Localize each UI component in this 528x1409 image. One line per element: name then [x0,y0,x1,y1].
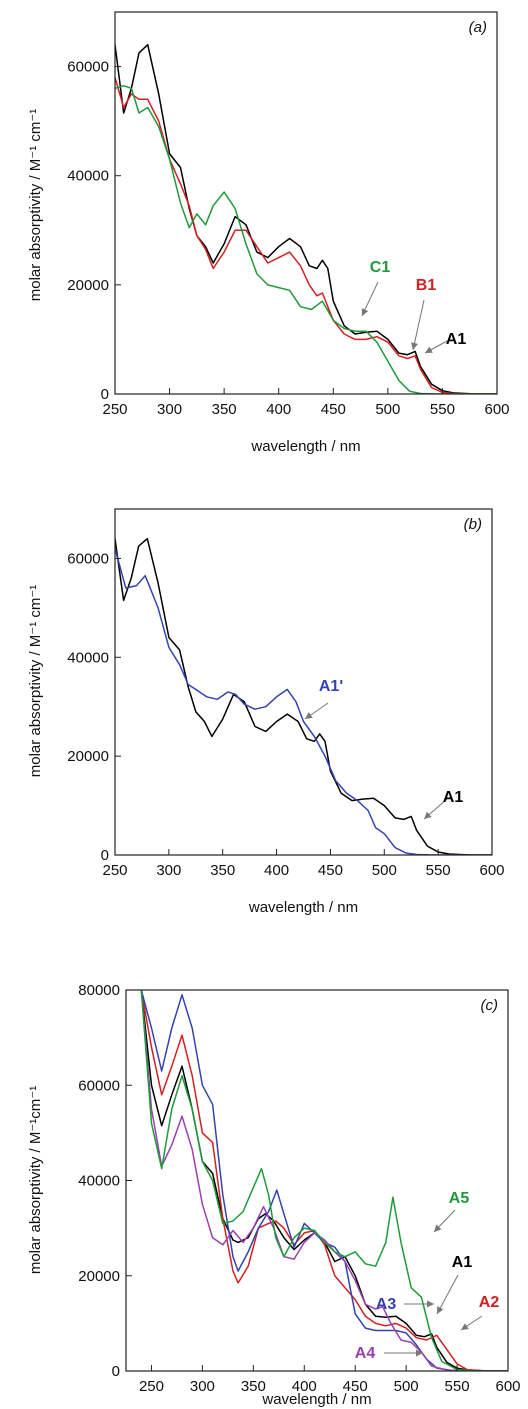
y-tick-label: 20000 [67,748,109,765]
annotation-label-A2: A2 [479,1294,500,1311]
series-line-A4 [140,990,508,1371]
y-tick-label: 60000 [67,59,109,76]
x-axis-label: wavelength / nm [261,1391,371,1408]
panel-label: (b) [464,516,482,533]
chart-panel-2: 250 300 350 400 450 500 550 600 0 20000 40000 60000… [27,982,521,1408]
annotation-label-A1: A1 [446,331,467,348]
chart-panel-1: 250 300 350 400 450 500 550 600 0 20000 40000 60000… [27,508,505,916]
annotation-arrowhead-A5 [434,1224,442,1232]
y-tick-label: 0 [101,847,109,864]
series-line-C1 [115,84,497,394]
annotation-label-A3: A3 [376,1296,397,1313]
x-tick-label: 350 [210,862,235,879]
panel-label: (a) [469,19,487,36]
x-tick-label: 250 [102,862,127,879]
plot-frame [114,508,493,856]
series-line-A2 [140,990,508,1371]
annotation-arrowhead-A2 [461,1323,469,1330]
y-axis-label: molar absorptivity / M⁻¹ cm⁻¹ [27,585,44,778]
x-tick-label: 600 [495,1378,520,1395]
annotation-label-A1: A1 [443,789,464,806]
x-tick-label: 600 [479,862,504,879]
annotation-label-C1: C1 [370,259,391,276]
series-line-A1 [115,43,497,394]
x-tick-label: 450 [318,862,343,879]
x-tick-label: 350 [212,401,237,418]
panel-label: (c) [481,997,499,1014]
plot-frame [125,989,509,1372]
y-tick-label: 0 [112,1363,120,1380]
annotation-arrowhead-A3 [427,1300,434,1308]
y-tick-label: 20000 [67,277,109,294]
y-tick-label: 20000 [78,1268,120,1285]
plot-frame [114,11,498,395]
annotation-arrowhead-A1 [437,1306,444,1314]
annotation-label-A1: A1 [452,1254,473,1271]
x-tick-label: 550 [426,862,451,879]
x-axis-label: wavelength / nm [248,899,358,916]
series-line-A3 [140,990,508,1371]
x-tick-label: 250 [102,401,127,418]
annotation-label-A1': A1' [319,678,343,695]
annotation-arrowhead-B1 [411,342,418,350]
annotation-label-B1: B1 [416,277,437,294]
x-tick-label: 550 [430,401,455,418]
y-tick-label: 0 [101,386,109,403]
series-line-A5 [140,990,508,1371]
annotation-arrowhead-A4 [416,1349,423,1357]
y-tick-label: 80000 [78,982,120,999]
x-tick-label: 500 [394,1378,419,1395]
y-tick-label: 40000 [78,1173,120,1190]
y-tick-label: 40000 [67,168,109,185]
y-tick-label: 60000 [67,550,109,567]
annotation-arrowhead-A1' [305,712,313,719]
annotation-arrowhead-C1 [361,308,369,316]
x-tick-label: 450 [321,401,346,418]
series-line-A1 [115,537,492,855]
series-line-A1' [115,548,492,855]
y-axis-label: molar absorptivity / M⁻¹cm⁻¹ [27,1086,44,1274]
x-tick-label: 300 [156,862,181,879]
x-tick-label: 400 [292,1378,317,1395]
x-tick-label: 450 [343,1378,368,1395]
y-axis-label: molar absorptivity / M⁻¹ cm⁻¹ [27,109,44,302]
x-tick-label: 400 [266,401,291,418]
x-tick-label: 550 [445,1378,470,1395]
y-tick-label: 60000 [78,1077,120,1094]
annotation-label-A4: A4 [355,1345,376,1362]
annotation-arrowhead-A1 [424,811,432,819]
x-tick-label: 300 [157,401,182,418]
x-tick-label: 500 [375,401,400,418]
annotation-label-A5: A5 [449,1190,470,1207]
x-tick-label: 500 [372,862,397,879]
x-tick-label: 400 [264,862,289,879]
chart-panel-0: 250 300 350 400 450 500 550 600 0 20000 40000 60000… [27,11,510,455]
annotation-arrowhead-A1 [425,346,433,353]
y-tick-label: 40000 [67,649,109,666]
x-tick-label: 350 [241,1378,266,1395]
series-line-B1 [115,77,497,394]
x-tick-label: 250 [139,1378,164,1395]
annotation-arrow-B1 [412,299,425,351]
annotation-arrow-A1 [436,1274,459,1315]
x-axis-label: wavelength / nm [250,438,360,455]
x-tick-label: 300 [190,1378,215,1395]
x-tick-label: 600 [484,401,509,418]
